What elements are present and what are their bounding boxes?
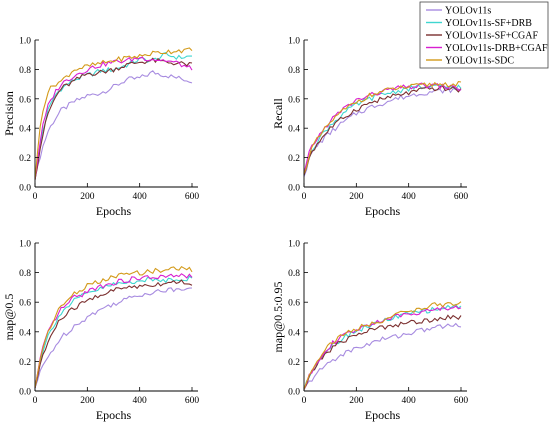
legend-label: YOLOv11s	[445, 6, 491, 17]
y-tick-label: 0.0	[19, 184, 31, 194]
series-line	[303, 305, 462, 390]
series-line	[34, 287, 193, 389]
series-line	[303, 314, 462, 390]
y-tick-label: 1.0	[19, 37, 31, 47]
x-tick-label: 400	[133, 396, 148, 406]
x-axis-title: Epochs	[96, 204, 132, 218]
series-line	[303, 85, 462, 176]
x-tick-label: 200	[349, 396, 364, 406]
y-tick-label: 0.0	[288, 184, 300, 194]
legend-entry: YOLOv11s	[426, 6, 491, 17]
x-axis-title: Epochs	[96, 408, 132, 422]
x-tick-label: 400	[402, 192, 417, 202]
series-line	[303, 84, 462, 176]
chart-panel: 0.0 0.2 0.4 0.6 0.8 1.0 0 200 400 600 Epochs Recall	[271, 37, 468, 219]
series-line	[303, 303, 462, 390]
y-tick-label: 0.2	[19, 154, 31, 164]
chart-panel: 0.0 0.2 0.4 0.6 0.8 1.0 0 200 400 600 Epochs map@0.…	[271, 240, 468, 423]
y-tick-label: 0.2	[288, 358, 300, 368]
x-tick-label: 400	[133, 192, 148, 202]
x-tick-label: 600	[185, 396, 200, 406]
y-tick-label: 0.8	[19, 66, 31, 76]
series-line	[34, 273, 193, 389]
y-tick-label: 1.0	[19, 240, 31, 250]
y-tick-label: 1.0	[288, 37, 300, 47]
legend-entry: YOLOv11s-SDC	[426, 56, 514, 67]
legend-label: YOLOv11s-DRB+CGAF	[445, 43, 548, 54]
series-line	[303, 322, 462, 390]
series-line	[34, 47, 193, 180]
chart-panel: 0.0 0.2 0.4 0.6 0.8 1.0 0 200 400 600 Epochs map@0.…	[2, 240, 199, 423]
y-tick-label: 0.8	[288, 269, 300, 279]
x-tick-label: 600	[185, 192, 200, 202]
x-tick-label: 200	[80, 396, 95, 406]
y-tick-label: 0.4	[19, 328, 31, 338]
series-line	[303, 301, 462, 390]
y-tick-label: 0.8	[19, 269, 31, 279]
series-line	[303, 82, 462, 174]
legend: YOLOv11s YOLOv11s-SF+DRB YOLOv11s-SF+CGA…	[419, 1, 549, 69]
x-tick-label: 0	[302, 396, 307, 406]
x-axis-title: Epochs	[365, 204, 401, 218]
x-tick-label: 400	[402, 396, 417, 406]
x-tick-label: 600	[454, 192, 469, 202]
y-tick-label: 0.4	[288, 328, 300, 338]
y-tick-label: 0.2	[19, 358, 31, 368]
x-tick-label: 0	[33, 396, 38, 406]
x-tick-label: 200	[349, 192, 364, 202]
y-axis-title: map@0.5:0.95	[271, 281, 285, 352]
y-tick-label: 0.6	[19, 95, 31, 105]
x-tick-label: 0	[302, 192, 307, 202]
series-line	[34, 57, 193, 180]
series-line	[34, 279, 193, 389]
y-tick-label: 0.2	[288, 154, 300, 164]
legend-entry: YOLOv11s-SF+CGAF	[426, 31, 539, 42]
y-tick-label: 0.8	[288, 66, 300, 76]
series-line	[34, 265, 193, 389]
series-line	[34, 56, 193, 180]
x-tick-label: 600	[454, 396, 469, 406]
y-tick-label: 0.4	[19, 125, 31, 135]
legend-entry: YOLOv11s-SF+DRB	[426, 18, 532, 29]
y-tick-label: 0.6	[288, 299, 300, 309]
y-tick-label: 0.0	[288, 388, 300, 398]
legend-label: YOLOv11s-SDC	[445, 56, 514, 67]
y-tick-label: 0.4	[288, 125, 300, 135]
y-tick-label: 0.6	[19, 299, 31, 309]
series-line	[34, 275, 193, 389]
y-tick-label: 0.6	[288, 95, 300, 105]
y-tick-label: 1.0	[288, 240, 300, 250]
y-axis-title: Precision	[2, 91, 16, 136]
y-axis-title: Recall	[271, 98, 285, 129]
series-line	[34, 51, 193, 180]
legend-label: YOLOv11s-SF+DRB	[445, 18, 532, 29]
y-tick-label: 0.0	[19, 388, 31, 398]
x-tick-label: 0	[33, 192, 38, 202]
y-axis-title: map@0.5	[2, 294, 16, 341]
series-line	[303, 80, 462, 174]
series-line	[34, 70, 193, 180]
x-axis-title: Epochs	[365, 408, 401, 422]
legend-entry: YOLOv11s-DRB+CGAF	[426, 43, 548, 54]
chart-panel: 0.0 0.2 0.4 0.6 0.8 1.0 0 200 400 600 Epochs Precis…	[2, 37, 199, 219]
x-tick-label: 200	[80, 192, 95, 202]
legend-label: YOLOv11s-SF+CGAF	[445, 31, 539, 42]
